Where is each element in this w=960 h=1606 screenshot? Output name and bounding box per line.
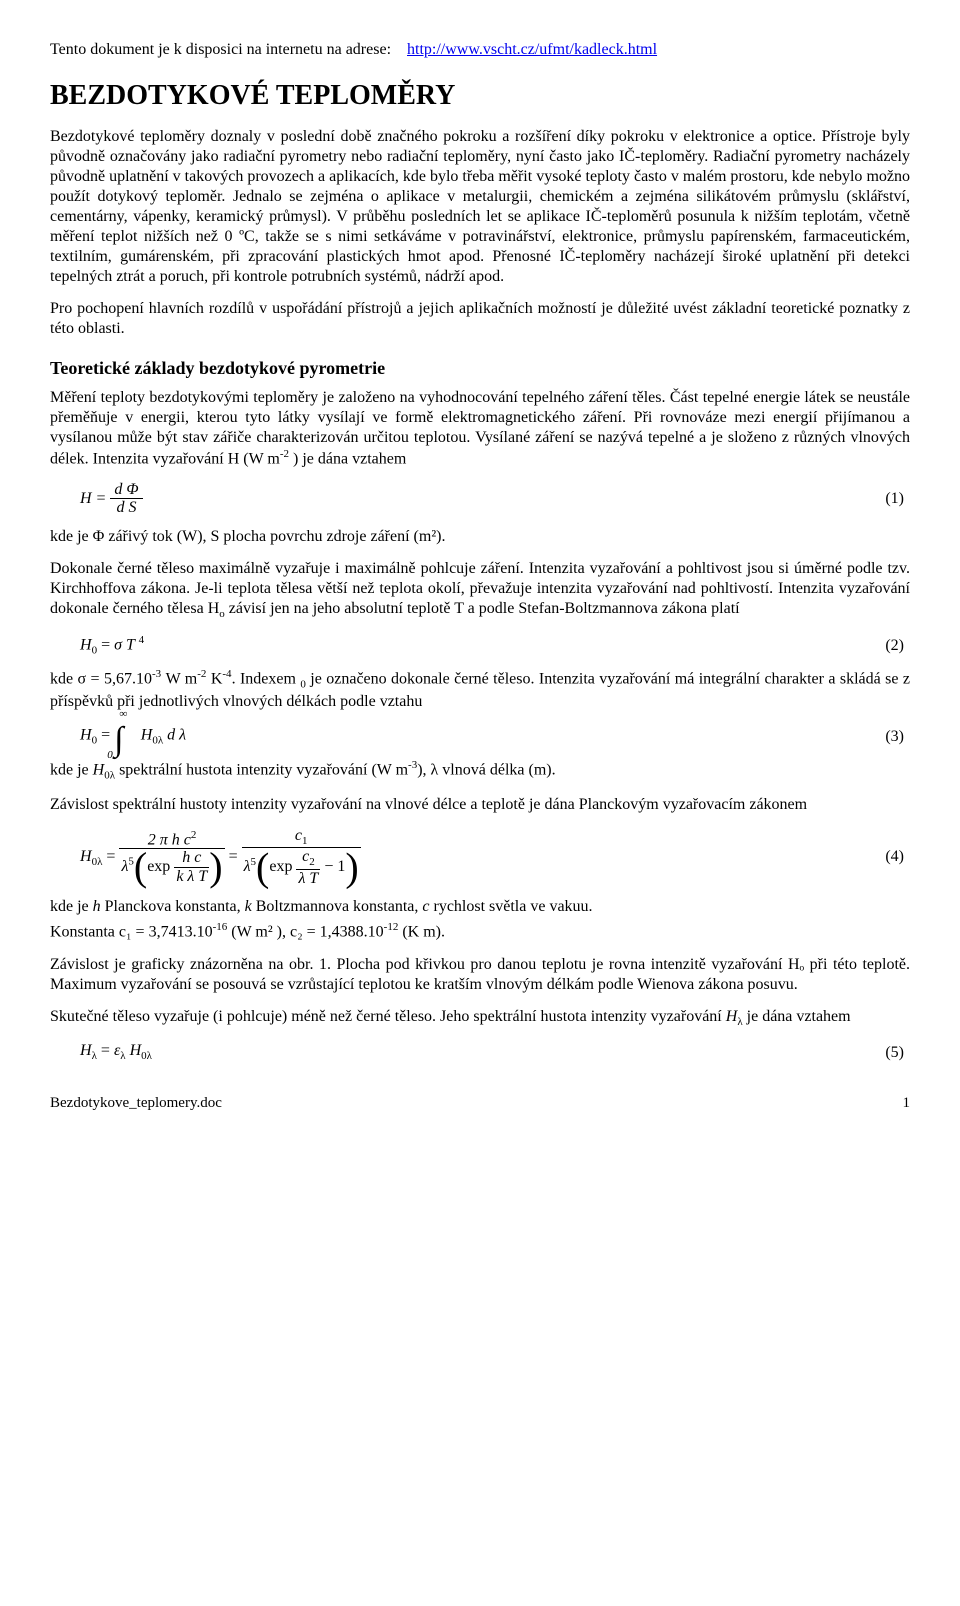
eq1-label: (1) <box>864 489 910 509</box>
e-16: -16 <box>213 921 228 933</box>
e-4: -4 <box>222 668 231 680</box>
eq2-label: (2) <box>864 636 910 656</box>
availability-text: Tento dokument je k disposici na interne… <box>50 41 391 58</box>
exp-m2: -2 <box>280 448 289 460</box>
p6b: W m <box>161 671 197 688</box>
page-footer: Bezdotykove_teplomery.doc 1 <box>50 1094 910 1113</box>
paragraph-intro: Bezdotykové teploměry doznaly v poslední… <box>50 127 910 287</box>
p6c: K <box>206 671 222 688</box>
e-3b: -3 <box>408 759 417 771</box>
url-link[interactable]: http://www.vscht.cz/ufmt/kadleck.html <box>407 41 657 58</box>
p3b: ) je dána vztahem <box>289 450 406 467</box>
p10b: (W m² ), c₂ = 1,4388.10 <box>227 924 383 941</box>
eq5-label: (5) <box>864 1043 910 1063</box>
p9b: Planckova konstanta, <box>101 898 245 915</box>
paragraph-3: Měření teploty bezdotykovými teploměry j… <box>50 388 910 469</box>
equation-2: H0 = σ T 4 (2) <box>50 634 910 658</box>
eq1-den: d S <box>110 499 142 517</box>
eq2-body: H0 = σ T 4 <box>50 634 864 658</box>
p12b: je dána vztahem <box>743 1008 851 1025</box>
p5b: závisí jen na jeho absolutní teplotě T a… <box>225 600 740 617</box>
p9d: rychlost světla ve vakuu. <box>429 898 592 915</box>
paragraph-8: Závislost spektrální hustoty intenzity v… <box>50 795 910 815</box>
eq3-label: (3) <box>864 727 910 747</box>
equation-4: H0λ = 2 π h c2 λ5(exp h ck λ T) = c1 λ5(… <box>50 827 910 887</box>
paragraph-12: Skutečné těleso vyzařuje (i pohlcuje) mé… <box>50 1007 910 1030</box>
paragraph-5: Dokonale černé těleso maximálně vyzařuje… <box>50 559 910 622</box>
paragraph-11: Závislost je graficky znázorněna na obr.… <box>50 955 910 995</box>
p10a: Konstanta c₁ = 3,7413.10 <box>50 924 213 941</box>
eq1-num: d Φ <box>110 481 142 500</box>
page-title: BEZDOTYKOVÉ TEPLOMĚRY <box>50 78 910 113</box>
int-upper: ∞ <box>119 708 127 720</box>
eq1-lhs: H = <box>80 490 106 507</box>
paragraph-2: Pro pochopení hlavních rozdílů v uspořád… <box>50 299 910 339</box>
eq3-d: d λ <box>167 727 186 744</box>
paragraph-9: kde je h Planckova konstanta, k Boltzman… <box>50 897 910 917</box>
p10c: (K m). <box>398 924 445 941</box>
eq1-body: H = d Φ d S <box>50 481 864 517</box>
e-3: -3 <box>152 668 161 680</box>
equation-3: H0 = ∫∞0 H0λ d λ (3) <box>50 724 910 748</box>
p12a: Skutečné těleso vyzařuje (i pohlcuje) mé… <box>50 1008 726 1025</box>
p9c: Boltzmannova konstanta, <box>252 898 423 915</box>
p6a: kde σ = 5,67.10 <box>50 671 152 688</box>
paragraph-10: Konstanta c₁ = 3,7413.10-16 (W m² ), c₂ … <box>50 921 910 942</box>
equation-5: Hλ = ελ H0λ (5) <box>50 1041 910 1064</box>
eq5-body: Hλ = ελ H0λ <box>50 1041 864 1064</box>
equation-1: H = d Φ d S (1) <box>50 481 910 517</box>
integral-icon: ∫ <box>114 730 123 750</box>
p7b: spektrální hustota intenzity vyzařování … <box>115 761 408 778</box>
paragraph-4: kde je Φ zářivý tok (W), S plocha povrch… <box>50 527 910 547</box>
footer-filename: Bezdotykove_teplomery.doc <box>50 1095 222 1111</box>
eq4-body: H0λ = 2 π h c2 λ5(exp h ck λ T) = c1 λ5(… <box>50 827 864 887</box>
p7c: ), λ vlnová délka (m). <box>417 761 555 778</box>
paragraph-6: kde σ = 5,67.10-3 W m-2 K-4. Indexem 0 j… <box>50 668 910 712</box>
p7a: kde je <box>50 761 93 778</box>
footer-page-number: 1 <box>903 1094 911 1113</box>
sub-0l: 0λ <box>104 769 115 781</box>
int-lower: 0 <box>107 749 113 761</box>
p6d: . Indexem <box>232 671 301 688</box>
p9a: kde je <box>50 898 93 915</box>
eq4-label: (4) <box>864 847 910 867</box>
section-heading: Teoretické základy bezdotykové pyrometri… <box>50 357 910 380</box>
e-12: -12 <box>384 921 399 933</box>
paragraph-7: kde je H0λ spektrální hustota intenzity … <box>50 759 910 783</box>
availability-line: Tento dokument je k disposici na interne… <box>50 40 910 60</box>
p3a: Měření teploty bezdotykovými teploměry j… <box>50 389 910 467</box>
eq3-body: H0 = ∫∞0 H0λ d λ <box>50 724 864 748</box>
